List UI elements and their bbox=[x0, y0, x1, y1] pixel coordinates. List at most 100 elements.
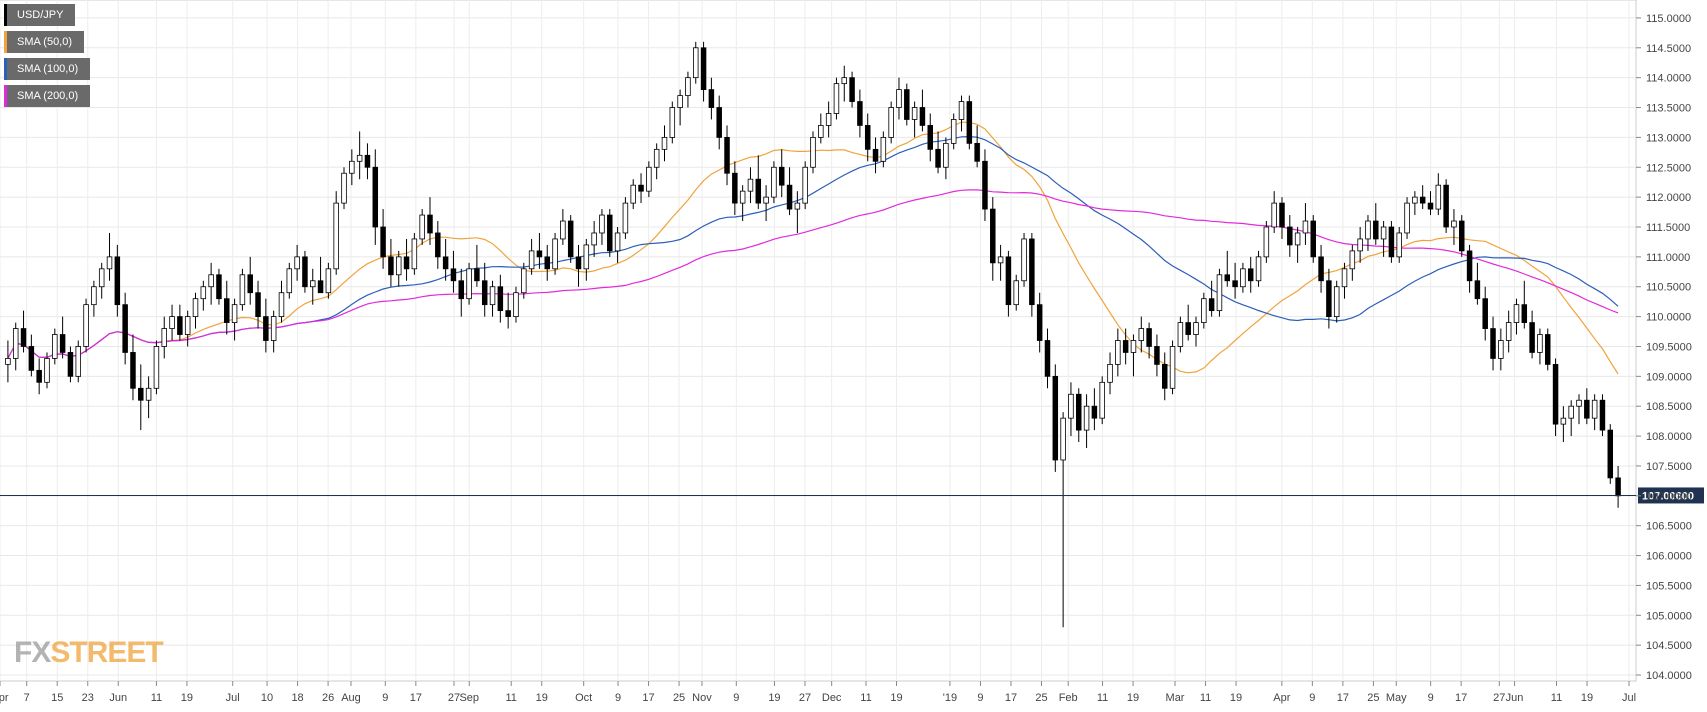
candle-body bbox=[653, 148, 660, 168]
candle-body bbox=[1388, 226, 1395, 258]
candle-body bbox=[224, 298, 230, 323]
candle-body bbox=[380, 226, 386, 258]
candle bbox=[286, 262, 293, 299]
candle-body bbox=[966, 101, 973, 144]
candle-body bbox=[1044, 340, 1051, 377]
candle-body bbox=[771, 166, 777, 198]
candle bbox=[1013, 274, 1019, 311]
x-tick-label: 17 bbox=[1005, 692, 1017, 704]
legend-label-sma200: SMA (200,0) bbox=[17, 90, 79, 102]
candle bbox=[1255, 250, 1262, 287]
candle bbox=[44, 352, 50, 389]
candle bbox=[739, 185, 746, 222]
candle bbox=[1029, 232, 1035, 317]
candle-body bbox=[442, 256, 449, 270]
candle bbox=[935, 131, 941, 174]
candle bbox=[28, 334, 35, 377]
candle-body bbox=[536, 250, 543, 258]
candle bbox=[528, 238, 535, 275]
y-tick-label: 104.0000 bbox=[1646, 670, 1692, 682]
candle bbox=[325, 262, 332, 299]
y-tick-label: 105.0000 bbox=[1646, 610, 1692, 622]
candle bbox=[1122, 328, 1129, 365]
candle bbox=[1185, 304, 1191, 341]
candle-body bbox=[607, 214, 613, 252]
y-tick-label: 107.5000 bbox=[1646, 461, 1692, 473]
x-tick-label: Dec bbox=[822, 692, 842, 704]
candle-body bbox=[130, 352, 136, 389]
candle bbox=[442, 238, 449, 281]
candle bbox=[1529, 310, 1535, 359]
y-tick-label: 112.5000 bbox=[1646, 162, 1691, 174]
candle bbox=[333, 191, 339, 275]
candle bbox=[270, 310, 277, 353]
candle-body bbox=[943, 142, 949, 168]
legend-item-usdjpy[interactable]: USD/JPY bbox=[4, 4, 76, 26]
candle bbox=[200, 280, 207, 311]
candle-body bbox=[685, 77, 691, 96]
candle-body bbox=[75, 346, 82, 377]
x-tick-label: Mar bbox=[1166, 692, 1185, 704]
candle bbox=[833, 77, 840, 120]
candle bbox=[458, 268, 465, 317]
legend-item-sma100[interactable]: SMA (100,0) bbox=[4, 58, 91, 80]
candle bbox=[1216, 268, 1223, 317]
candle bbox=[317, 256, 324, 294]
candle-body bbox=[36, 369, 42, 383]
candle-body bbox=[528, 250, 535, 270]
candle-body bbox=[1560, 417, 1567, 425]
candle-body bbox=[1365, 220, 1371, 240]
candle bbox=[75, 340, 82, 383]
candle-body bbox=[700, 47, 707, 91]
y-tick-label: 114.0000 bbox=[1646, 73, 1691, 85]
candle-body bbox=[1607, 429, 1614, 479]
y-tick-label: 105.5000 bbox=[1646, 580, 1692, 592]
candle-body bbox=[200, 286, 207, 300]
x-tick-label: 17 bbox=[642, 692, 654, 704]
candle bbox=[583, 238, 590, 281]
candle bbox=[1365, 215, 1371, 251]
candle bbox=[1568, 400, 1574, 437]
candle-body bbox=[372, 166, 379, 228]
candle bbox=[716, 95, 722, 150]
candle bbox=[1224, 250, 1231, 287]
candle bbox=[622, 197, 629, 239]
candle bbox=[927, 113, 933, 162]
candle-body bbox=[1005, 256, 1012, 306]
candle bbox=[1560, 406, 1567, 443]
candle-body bbox=[270, 316, 277, 341]
candle-body bbox=[91, 286, 97, 306]
x-tick-label: 27 bbox=[448, 692, 460, 704]
candle-body bbox=[466, 268, 472, 300]
candle-body bbox=[567, 220, 574, 258]
candle bbox=[1247, 256, 1254, 293]
candle bbox=[52, 328, 58, 365]
candle bbox=[216, 268, 222, 305]
candle-body bbox=[888, 107, 894, 138]
candle bbox=[1599, 394, 1606, 437]
candle bbox=[1537, 328, 1543, 365]
x-tick-label: 15 bbox=[51, 692, 63, 704]
candle bbox=[1091, 388, 1098, 431]
legend-item-sma50[interactable]: SMA (50,0) bbox=[4, 31, 85, 53]
legend-item-sma200[interactable]: SMA (200,0) bbox=[4, 85, 91, 107]
candle-body bbox=[716, 107, 722, 138]
candle-body bbox=[583, 244, 590, 270]
candle bbox=[1161, 352, 1168, 401]
x-tick-label: Nov bbox=[692, 692, 712, 704]
candle-body bbox=[693, 47, 699, 79]
legend-swatch-usdjpy bbox=[4, 4, 7, 26]
candle bbox=[1076, 388, 1082, 443]
y-tick-label: 113.0000 bbox=[1646, 132, 1691, 144]
candle bbox=[810, 131, 816, 174]
candle bbox=[153, 340, 160, 395]
candle-body bbox=[1083, 405, 1090, 431]
candle-body bbox=[1240, 268, 1246, 288]
x-tick-label: 17 bbox=[1337, 692, 1349, 704]
candle-body bbox=[44, 358, 50, 383]
candle-body bbox=[481, 280, 488, 306]
x-tick-label: Jun bbox=[1506, 692, 1524, 704]
candle bbox=[825, 101, 832, 138]
candle-body bbox=[12, 328, 19, 359]
